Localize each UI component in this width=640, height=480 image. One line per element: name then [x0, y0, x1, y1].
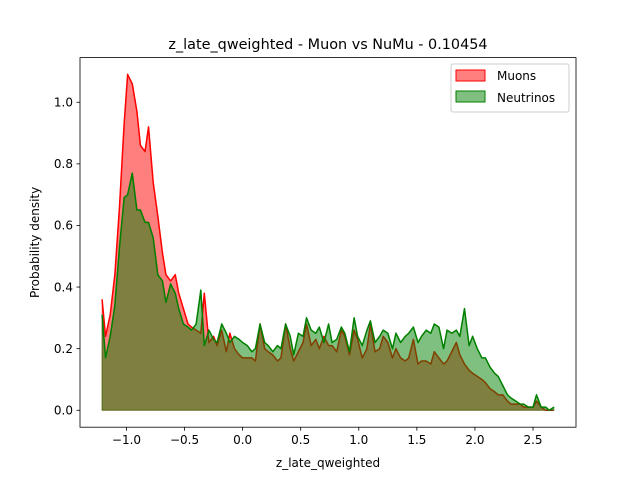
- chart-title: z_late_qweighted - Muon vs NuMu - 0.1045…: [168, 37, 487, 53]
- x-axis: −1.0 −0.5 0.0 0.5 1.0 1.5 2.0 2.5: [112, 427, 543, 447]
- y-axis-label: Probability density: [28, 187, 42, 298]
- series-line-neutrinos: [101, 172, 555, 412]
- legend-swatch-neutrinos: [455, 90, 486, 103]
- x-tick-label: 1.0: [349, 433, 368, 447]
- y-tick-label: 0.0: [54, 403, 73, 417]
- axes-frame: [79, 57, 577, 428]
- legend-label-muons: Muons: [497, 69, 536, 83]
- x-tick-label: −1.0: [112, 433, 141, 447]
- x-tick-label: 2.0: [465, 433, 484, 447]
- legend-swatch-muons: [455, 69, 486, 82]
- legend-label-neutrinos: Neutrinos: [497, 91, 555, 105]
- y-tick-label: 1.0: [54, 95, 73, 109]
- x-axis-label: z_late_qweighted: [276, 456, 380, 470]
- y-tick-label: 0.8: [54, 157, 73, 171]
- legend: Muons Neutrinos: [450, 63, 570, 113]
- x-tick-label: 0.5: [291, 433, 310, 447]
- y-tick-label: 0.4: [54, 280, 73, 294]
- x-tick-label: 2.5: [523, 433, 542, 447]
- y-tick-label: 0.2: [54, 342, 73, 356]
- x-tick-label: 0.0: [233, 433, 252, 447]
- x-tick-label: 1.5: [407, 433, 426, 447]
- plot-area: [101, 72, 555, 412]
- x-tick-label: −0.5: [170, 433, 199, 447]
- y-axis: 0.0 0.2 0.4 0.6 0.8 1.0: [54, 95, 80, 417]
- y-tick-label: 0.6: [54, 219, 73, 233]
